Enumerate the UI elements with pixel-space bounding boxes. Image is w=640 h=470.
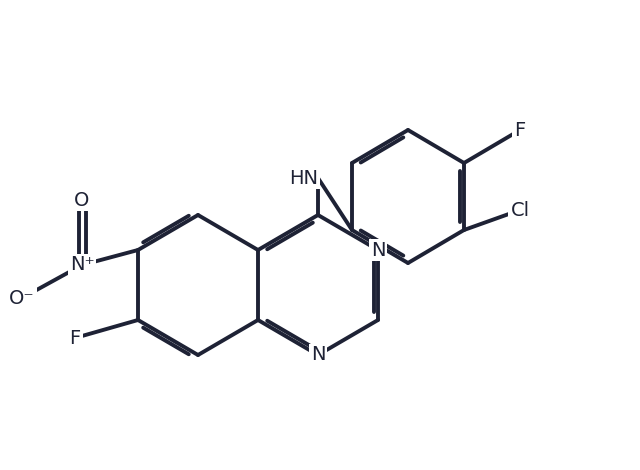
Text: N: N [371,241,385,259]
Text: O⁻: O⁻ [9,289,35,307]
Text: N⁺: N⁺ [70,256,94,274]
Text: F: F [515,120,525,140]
Text: HN: HN [289,169,318,188]
Text: O: O [74,190,90,210]
Text: Cl: Cl [511,201,529,219]
Text: F: F [69,329,81,347]
Text: N: N [311,345,325,365]
